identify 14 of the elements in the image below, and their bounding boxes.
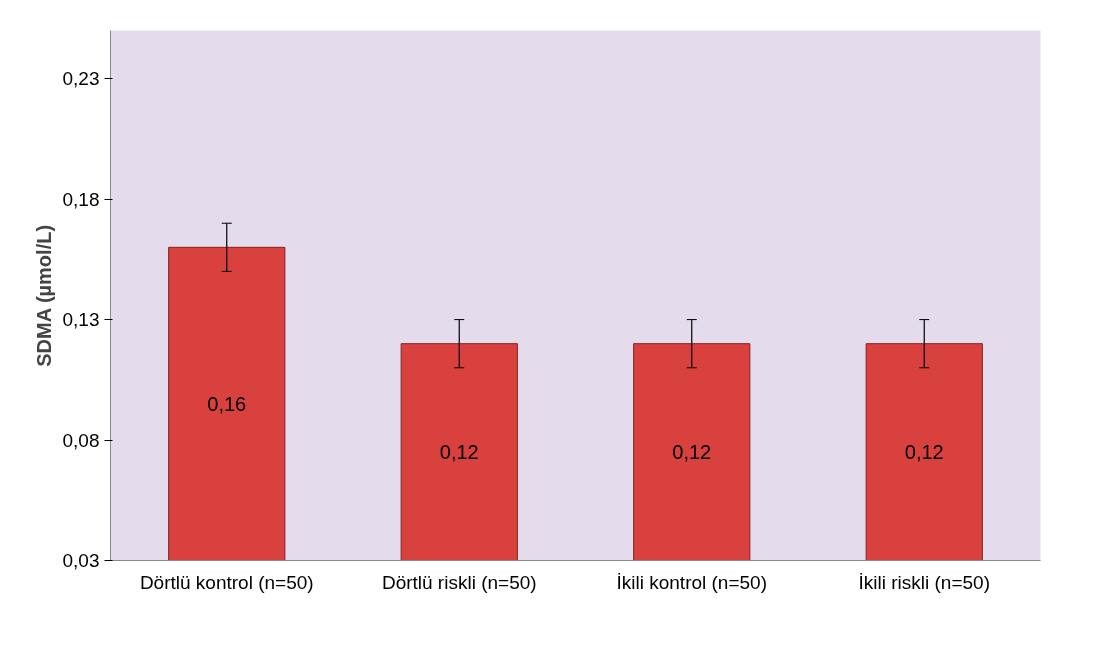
data-label: 0,12 <box>904 441 944 464</box>
x-tick-label: İkili kontrol (n=50) <box>616 571 767 593</box>
y-tick-label: 0,08 <box>62 429 100 451</box>
x-tick-label: İkili riskli (n=50) <box>858 571 990 593</box>
y-tick-label: 0,03 <box>62 550 100 571</box>
y-tick-label: 0,18 <box>62 188 100 210</box>
x-tick-label: Dörtlü riskli (n=50) <box>381 571 537 593</box>
y-tick-label: 0,23 <box>62 68 100 90</box>
data-label: 0,12 <box>672 441 712 464</box>
data-label: 0,12 <box>439 441 479 464</box>
x-tick-label: Dörtlü kontrol (n=50) <box>139 571 314 593</box>
y-axis-title: SDMA (µmol/L) <box>32 224 55 367</box>
data-label: 0,16 <box>207 392 247 415</box>
y-tick-label: 0,13 <box>62 309 100 331</box>
